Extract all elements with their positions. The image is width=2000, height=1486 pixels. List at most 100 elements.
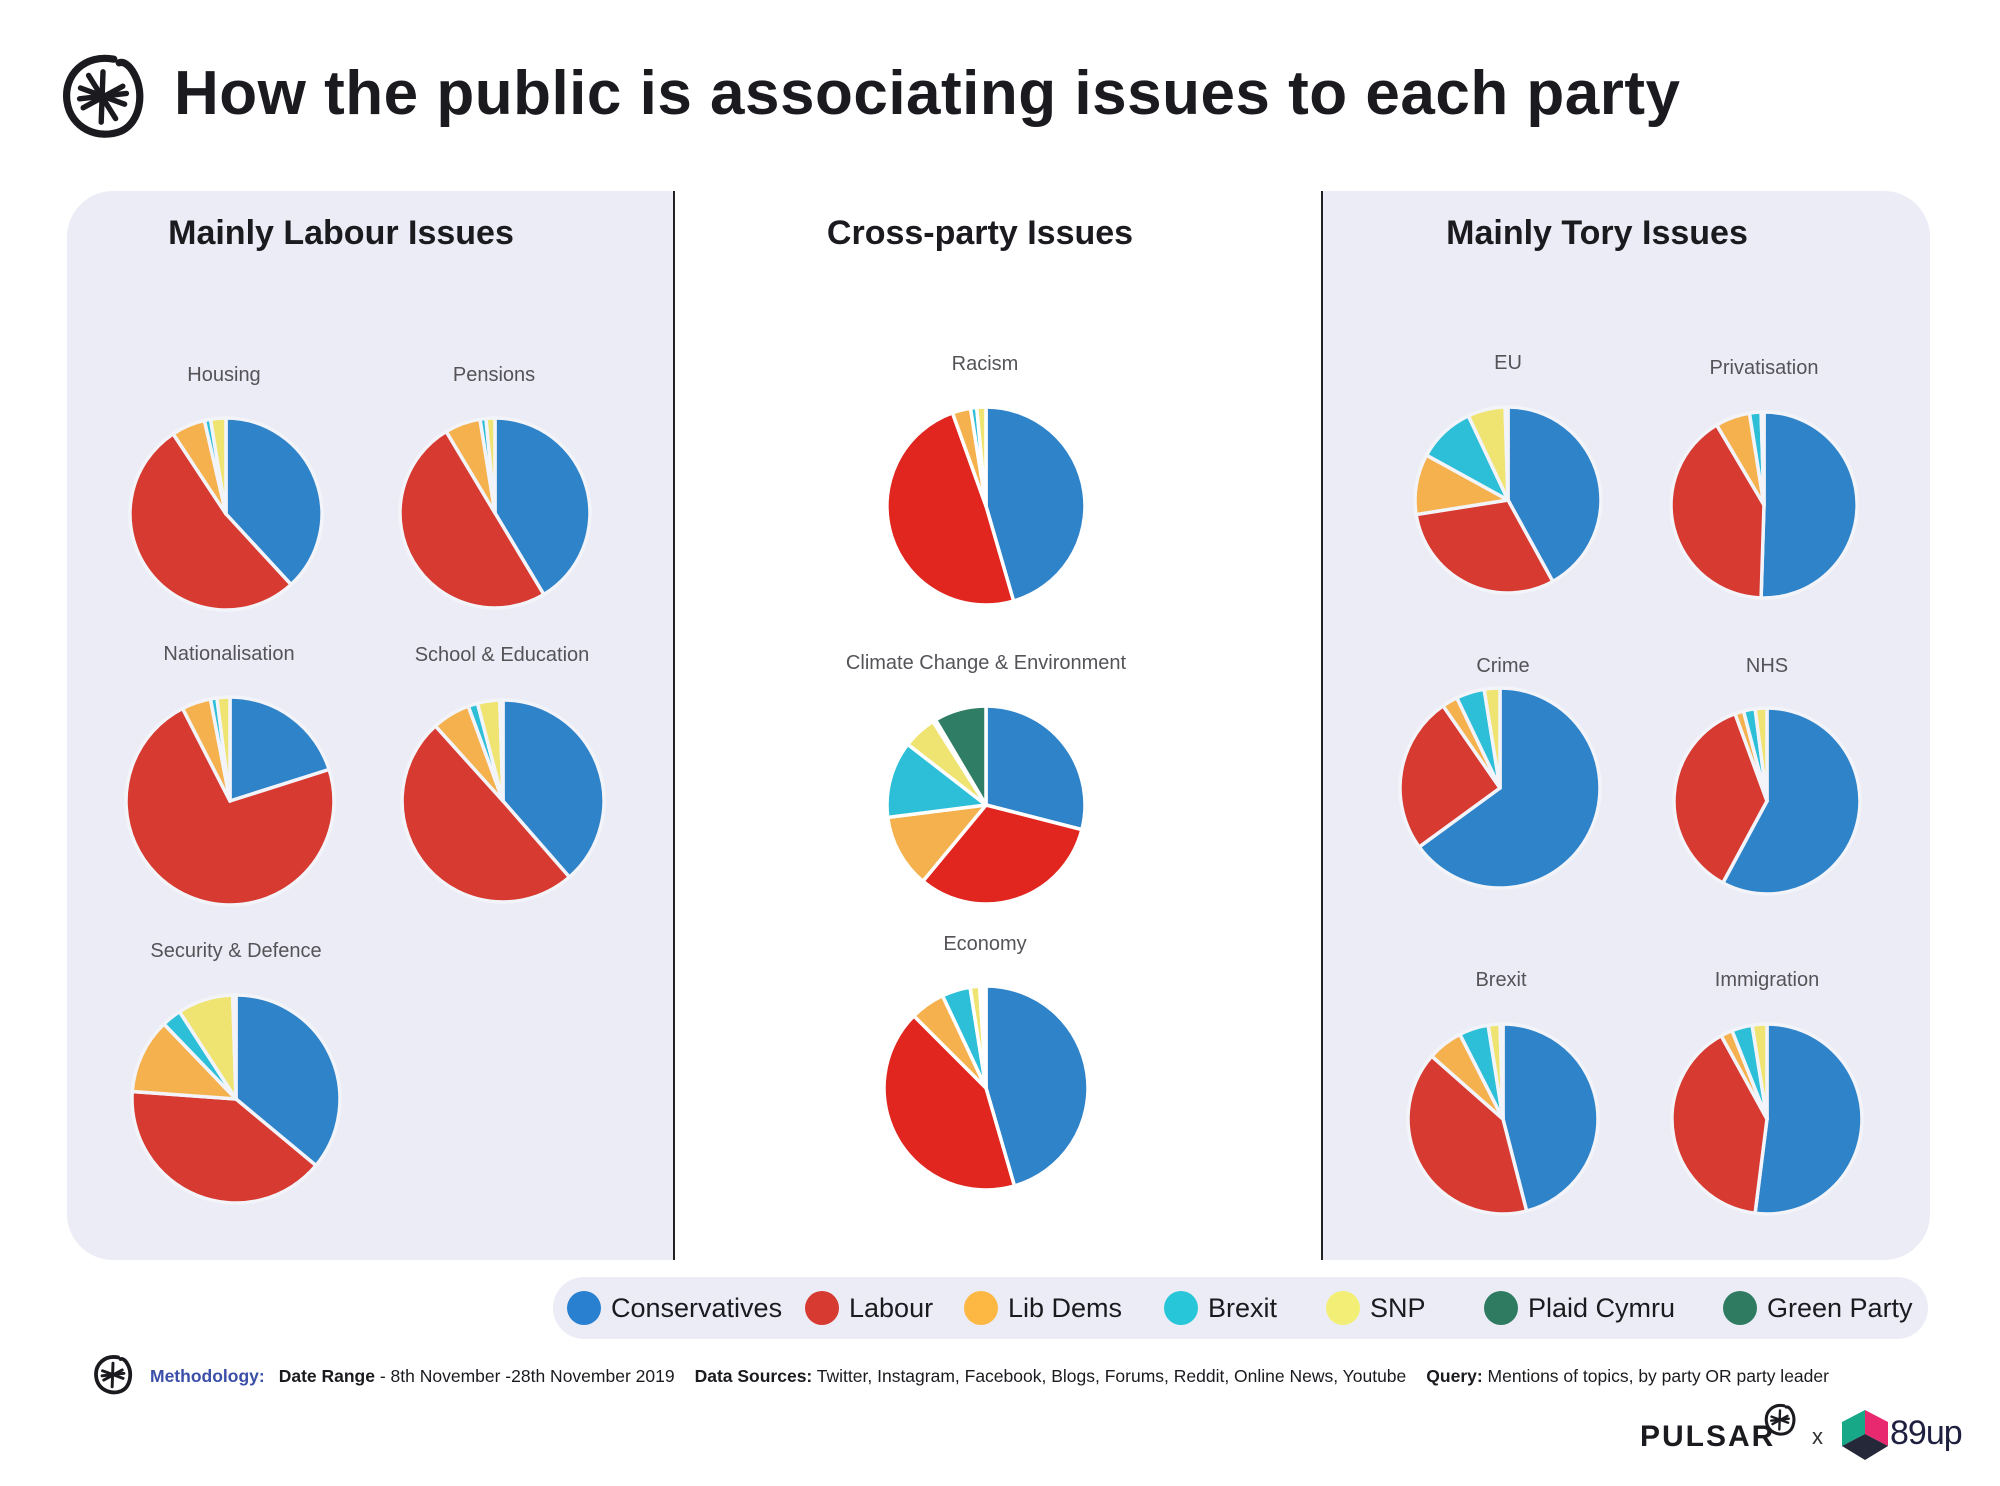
pie-slice-green-party: [230, 993, 238, 1101]
pie-title-nhs: NHS: [1745, 655, 1789, 677]
pie-title-racism: Racism: [951, 353, 1019, 375]
pie-brexit: [1406, 1022, 1600, 1216]
pie-slice-labour: [1672, 711, 1769, 885]
legend-item-green-party: Green Party: [1723, 1277, 1913, 1339]
legend-item-brexit: Brexit: [1164, 1277, 1277, 1339]
pie-slice-labour: [921, 803, 1084, 906]
methodology-footer: Methodology: Date Range - 8th November -2…: [150, 1366, 1829, 1387]
legend-item-plaid-cymru: Plaid Cymru: [1484, 1277, 1675, 1339]
pie-slice-conservatives: [228, 695, 331, 803]
pie-title-eu: EU: [1494, 352, 1522, 374]
data-sources-label: Data Sources:: [694, 1366, 813, 1386]
pie-slice-labour: [130, 1089, 318, 1205]
pulsar-small-logo-icon: [94, 1355, 133, 1395]
legend-swatch: [805, 1291, 839, 1325]
pie-slice-conservatives: [501, 698, 606, 879]
pie-security-defence: [130, 993, 342, 1205]
pie-title-crime: Crime: [1476, 655, 1530, 677]
methodology-label: Methodology:: [150, 1366, 265, 1386]
legend-swatch: [1723, 1291, 1757, 1325]
pie-climate-change-environment: [885, 704, 1087, 906]
pie-slice-labour: [1670, 1034, 1769, 1215]
pie-slice-green-party: [1498, 1022, 1505, 1121]
pie-slice-labour: [124, 706, 336, 907]
pie-slice-conservatives: [1417, 686, 1602, 890]
pie-slice-snp: [1750, 1022, 1769, 1121]
pie-slice-labour: [882, 1014, 1017, 1192]
pie-slice-brexit: [885, 742, 988, 820]
pie-title-security-defence: Security & Defence: [150, 940, 322, 962]
pie-slice-snp: [1759, 410, 1766, 507]
pie-slice-lib-dems: [886, 803, 988, 884]
pie-slice-conservatives: [984, 405, 1087, 603]
pie-housing: [128, 416, 324, 612]
date-range-value: - 8th November -28th November 2019: [374, 1366, 675, 1386]
pie-slice-labour: [398, 429, 546, 610]
pie-slice-conservatives: [1501, 1022, 1600, 1213]
page-title: How the public is associating issues to …: [174, 59, 1681, 128]
pie-title-brexit: Brexit: [1475, 969, 1527, 991]
pie-economy: [882, 984, 1090, 1192]
pie-title-privatisation: Privatisation: [1709, 357, 1819, 379]
legend-swatch: [1326, 1291, 1360, 1325]
pie-crime: [1398, 686, 1602, 890]
pie-slice-labour: [1398, 704, 1502, 849]
pie-slice-conservatives: [1759, 410, 1859, 600]
brand-separator: x: [1812, 1424, 1823, 1449]
pie-title-school-education: School & Education: [414, 644, 590, 666]
pie-title-economy: Economy: [943, 933, 1027, 955]
section-title-cross-party: Cross-party Issues: [826, 214, 1134, 252]
pie-slice-labour: [885, 411, 1016, 607]
legend-swatch: [1164, 1291, 1198, 1325]
pie-slice-snp: [208, 416, 228, 516]
legend-item-lib-dems: Lib Dems: [964, 1277, 1122, 1339]
legend-swatch: [964, 1291, 998, 1325]
legend-label: Green Party: [1767, 1292, 1913, 1323]
legend-swatch: [1484, 1291, 1518, 1325]
legend-item-conservatives: Conservatives: [567, 1277, 782, 1339]
legend-label: Conservatives: [611, 1292, 783, 1323]
pie-slice-labour: [1414, 498, 1555, 595]
query-label: Query:: [1426, 1366, 1483, 1386]
legend-label: Plaid Cymru: [1528, 1292, 1676, 1323]
section-title-labour: Mainly Labour Issues: [168, 214, 514, 252]
pie-slice-green-party: [933, 704, 988, 807]
pie-racism: [885, 405, 1087, 607]
pie-slice-snp: [974, 405, 988, 508]
panel-divider-left: [673, 191, 675, 1260]
pie-slice-snp: [1482, 686, 1502, 790]
pie-nationalisation: [124, 695, 336, 907]
pie-school-education: [400, 698, 606, 904]
pie-slice-conservatives: [984, 984, 1090, 1188]
pie-title-immigration: Immigration: [1714, 969, 1820, 991]
pulsar-brand-logo-icon: [1764, 1403, 1796, 1436]
pie-slice-green-party: [498, 698, 505, 803]
legend-item-labour: Labour: [805, 1277, 933, 1339]
pie-slice-conservatives: [1506, 405, 1603, 584]
pie-title-pensions: Pensions: [452, 364, 536, 386]
legend-label: SNP: [1370, 1292, 1426, 1323]
legend-swatch: [567, 1291, 601, 1325]
pie-nhs: [1672, 706, 1862, 896]
legend-label: Brexit: [1208, 1292, 1278, 1323]
pie-slice-snp: [215, 695, 232, 803]
89up-cube-logo-icon: [1842, 1410, 1888, 1460]
pie-slice-conservatives: [224, 416, 324, 587]
legend-label: Labour: [849, 1292, 934, 1323]
pie-immigration: [1670, 1022, 1864, 1216]
89up-wordmark: 89up: [1890, 1414, 1963, 1452]
pie-slice-green-party: [1503, 405, 1510, 502]
pie-title-climate-change-environment: Climate Change & Environment: [845, 652, 1127, 674]
pulsar-wordmark: PULSAR: [1640, 1420, 1776, 1453]
legend: Conservatives Labour Lib Dems Brexit SNP…: [553, 1277, 1928, 1339]
panel-divider-right: [1321, 191, 1323, 1260]
pie-slice-snp: [1753, 706, 1769, 803]
section-title-tory: Mainly Tory Issues: [1446, 214, 1748, 252]
pie-slice-labour: [400, 724, 572, 904]
pie-slice-snp: [484, 416, 497, 515]
legend-label: Lib Dems: [1008, 1292, 1123, 1323]
pie-slice-green-party: [981, 984, 988, 1090]
pie-eu: [1413, 405, 1603, 595]
pie-pensions: [398, 416, 592, 610]
